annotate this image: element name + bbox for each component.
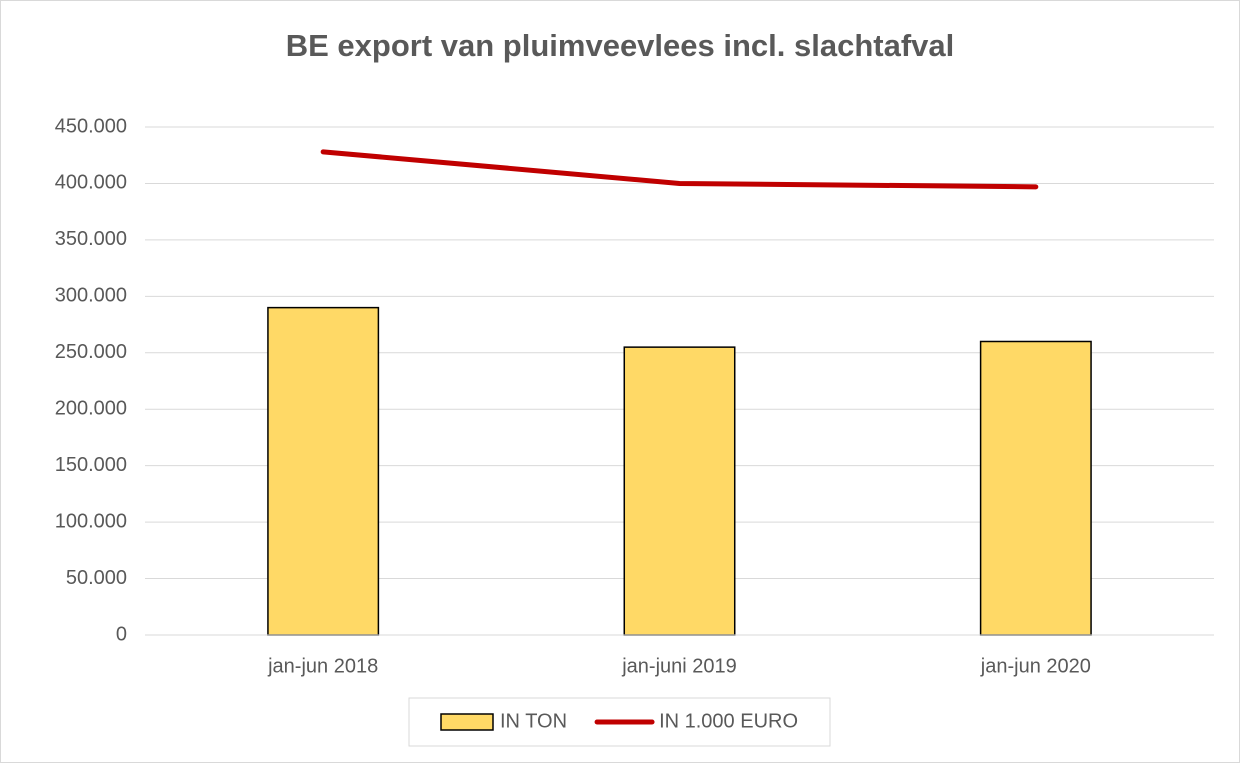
y-tick-label: 450.000 (55, 115, 127, 137)
y-tick-label: 100.000 (55, 510, 127, 532)
y-tick-label: 400.000 (55, 172, 127, 194)
x-tick-label: jan-jun 2018 (267, 655, 378, 677)
x-tick-label: jan-jun 2020 (980, 655, 1091, 677)
x-tick-label: jan-juni 2019 (621, 655, 737, 677)
bar (267, 306, 380, 636)
y-tick-label: 150.000 (55, 454, 127, 476)
legend-label: IN TON (500, 710, 567, 732)
bar (623, 346, 736, 636)
legend-swatch (440, 713, 494, 731)
y-tick-label: 250.000 (55, 341, 127, 363)
chart-title: BE export van pluimveevlees incl. slacht… (286, 28, 955, 63)
legend-label: IN 1.000 EURO (659, 710, 798, 732)
y-tick-label: 350.000 (55, 228, 127, 250)
y-tick-label: 50.000 (66, 567, 127, 589)
line (320, 149, 1039, 190)
y-tick-label: 0 (116, 623, 127, 645)
y-tick-label: 300.000 (55, 285, 127, 307)
bar (979, 340, 1092, 636)
y-tick-label: 200.000 (55, 398, 127, 420)
